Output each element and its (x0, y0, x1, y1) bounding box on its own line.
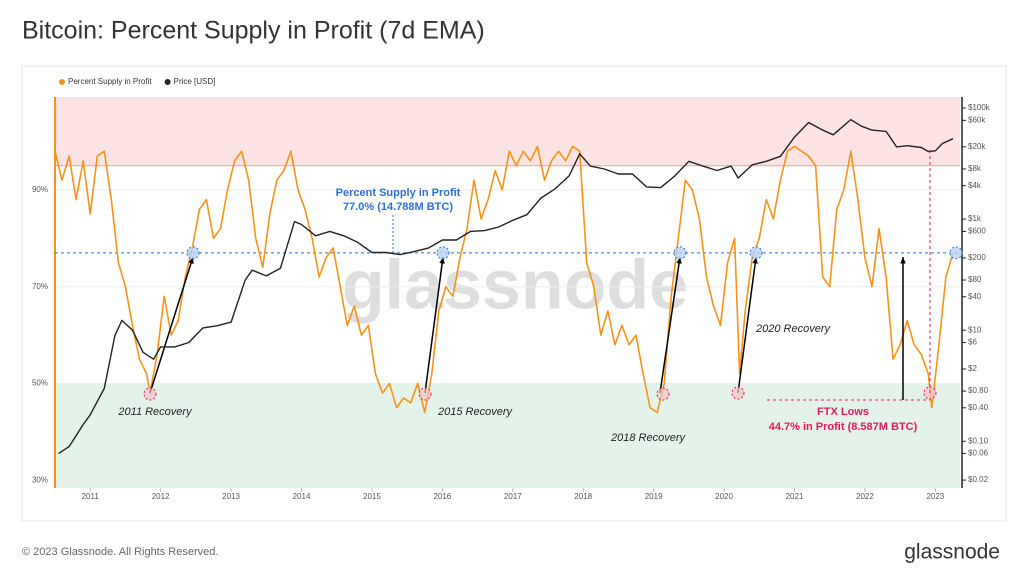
recovery-marker (673, 246, 687, 260)
x-tick-label: 2015 (363, 492, 381, 501)
x-tick-label: 2019 (645, 492, 663, 501)
series-line (54, 145, 954, 414)
logo: glassnode (904, 541, 1000, 564)
low-marker (656, 387, 670, 401)
y-tick-label: 50% (32, 379, 48, 388)
annotation: 77.0% (14.788M BTC) (343, 201, 453, 213)
arrow-head (900, 257, 906, 264)
y-tick-label: 30% (32, 475, 48, 484)
recovery-marker (949, 246, 963, 260)
y-tick-label: 70% (32, 282, 48, 291)
x-tick-label: 2017 (504, 492, 522, 501)
recovery-marker (436, 246, 450, 260)
y2-tick-label: $100k (968, 103, 991, 112)
y2-tick-label: $0.06 (968, 449, 989, 458)
annotation: 2011 Recovery (117, 406, 193, 418)
annotation: FTX Lows (817, 406, 869, 418)
annotation: 2015 Recovery (437, 406, 513, 418)
low-marker (143, 387, 157, 401)
y2-tick-label: $20k (968, 142, 986, 151)
recovery-marker (186, 246, 200, 260)
y2-tick-label: $2 (968, 364, 977, 373)
low-marker (418, 387, 432, 401)
legend-swatch (59, 79, 65, 85)
x-tick-label: 2023 (926, 492, 944, 501)
y2-tick-label: $80 (968, 275, 982, 284)
arrow-head (439, 257, 445, 264)
arrow (659, 256, 681, 394)
legend-swatch (164, 79, 171, 85)
y2-tick-label: $200 (968, 253, 986, 262)
x-tick-label: 2018 (574, 492, 592, 501)
y2-tick-label: $1k (968, 214, 982, 223)
y2-tick-label: $0.02 (968, 475, 989, 484)
annotation: 2018 Recovery (610, 432, 686, 444)
annotation: 2020 Recovery (755, 323, 831, 335)
low-marker (731, 386, 745, 400)
y2-tick-label: $0.10 (968, 436, 989, 445)
footer: © 2023 Glassnode. All Rights Reserved. (22, 546, 218, 558)
x-tick-label: 2012 (152, 492, 170, 501)
annotation: 44.7% in Profit (8.587M BTC) (769, 421, 918, 433)
arrow (424, 256, 444, 394)
y2-tick-label: $6 (968, 338, 977, 347)
x-tick-label: 2022 (856, 492, 874, 501)
x-tick-label: 2013 (222, 492, 240, 501)
x-tick-label: 2014 (293, 492, 311, 501)
y2-tick-label: $0.40 (968, 403, 989, 412)
y2-tick-label: $60k (968, 115, 986, 124)
y2-tick-label: $4k (968, 181, 982, 190)
legend-label: Percent Supply in Profit (68, 77, 152, 86)
recovery-marker (749, 246, 763, 260)
x-tick-label: 2021 (786, 492, 804, 501)
annotation: Percent Supply in Profit (336, 187, 461, 199)
y2-tick-label: $600 (968, 227, 986, 236)
lower-band (55, 383, 960, 488)
upper-band (55, 97, 960, 166)
x-tick-label: 2011 (82, 492, 100, 501)
series-line (58, 118, 954, 455)
watermark: glassnode (342, 245, 688, 323)
arrow-head (752, 257, 758, 264)
chart-title: Bitcoin: Percent Supply in Profit (7d EM… (22, 17, 485, 45)
y-tick-label: 90% (32, 185, 48, 194)
y2-tick-label: $40 (968, 292, 982, 301)
legend-label: Price [USD] (174, 77, 216, 86)
arrow (737, 256, 757, 394)
x-tick-label: 2020 (715, 492, 733, 501)
y2-tick-label: $0.80 (968, 386, 989, 395)
x-tick-label: 2016 (433, 492, 451, 501)
arrow (149, 256, 194, 394)
y2-tick-label: $8k (968, 164, 982, 173)
y2-tick-label: $10 (968, 325, 982, 334)
